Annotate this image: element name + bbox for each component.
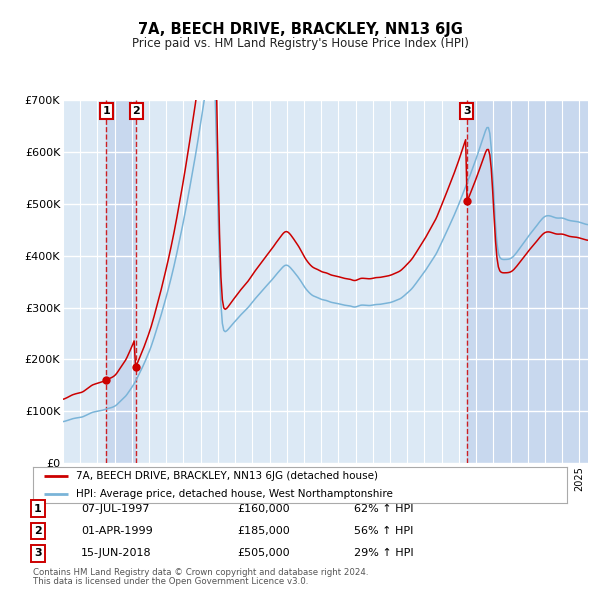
Text: 3: 3 (34, 549, 41, 558)
Text: 7A, BEECH DRIVE, BRACKLEY, NN13 6JG: 7A, BEECH DRIVE, BRACKLEY, NN13 6JG (137, 22, 463, 37)
Text: 29% ↑ HPI: 29% ↑ HPI (354, 549, 413, 558)
Text: 2: 2 (132, 106, 140, 116)
Text: 07-JUL-1997: 07-JUL-1997 (81, 504, 149, 513)
Text: 1: 1 (34, 504, 41, 513)
Bar (106, 100, 136, 463)
Bar (136, 100, 467, 463)
Text: £185,000: £185,000 (237, 526, 290, 536)
Text: Contains HM Land Registry data © Crown copyright and database right 2024.: Contains HM Land Registry data © Crown c… (33, 568, 368, 577)
Bar (467, 100, 588, 463)
Text: £505,000: £505,000 (237, 549, 290, 558)
Text: 01-APR-1999: 01-APR-1999 (81, 526, 153, 536)
Text: 7A, BEECH DRIVE, BRACKLEY, NN13 6JG (detached house): 7A, BEECH DRIVE, BRACKLEY, NN13 6JG (det… (76, 471, 378, 481)
Text: 15-JUN-2018: 15-JUN-2018 (81, 549, 152, 558)
Text: 1: 1 (103, 106, 110, 116)
Text: HPI: Average price, detached house, West Northamptonshire: HPI: Average price, detached house, West… (76, 489, 392, 499)
Text: £160,000: £160,000 (237, 504, 290, 513)
Text: Price paid vs. HM Land Registry's House Price Index (HPI): Price paid vs. HM Land Registry's House … (131, 37, 469, 50)
Text: 62% ↑ HPI: 62% ↑ HPI (354, 504, 413, 513)
Text: 2: 2 (34, 526, 41, 536)
Text: 56% ↑ HPI: 56% ↑ HPI (354, 526, 413, 536)
Text: 3: 3 (463, 106, 470, 116)
Bar (63, 100, 106, 463)
Text: This data is licensed under the Open Government Licence v3.0.: This data is licensed under the Open Gov… (33, 578, 308, 586)
